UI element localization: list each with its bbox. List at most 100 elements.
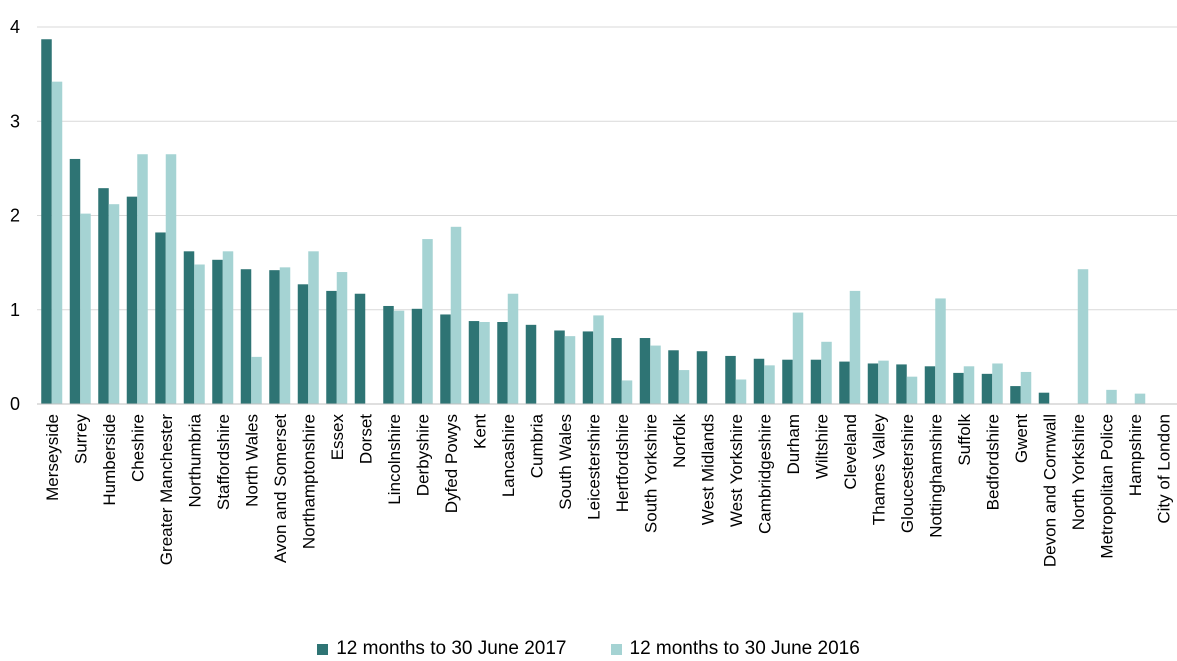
bar-2017: [896, 364, 907, 404]
x-category-label: Wiltshire: [812, 414, 831, 479]
x-category-label: South Wales: [556, 414, 575, 510]
bar-2016: [821, 341, 832, 404]
x-category-label: Gloucestershire: [898, 414, 917, 533]
bar-2017: [497, 322, 508, 404]
bar-2016: [621, 380, 633, 404]
x-category-label: Dyfed Powys: [442, 414, 461, 513]
bar-2016: [1020, 371, 1032, 404]
bar-2016: [935, 298, 946, 404]
bar-2016: [51, 81, 63, 404]
bar-2016: [422, 239, 433, 404]
x-category-label: Leicestershire: [584, 414, 603, 520]
y-tick-label: 0: [10, 394, 20, 414]
bar-2016: [593, 315, 604, 404]
x-category-label: Greater Manchester: [157, 414, 176, 566]
bar-2017: [212, 259, 223, 404]
bar-2017: [98, 188, 109, 404]
legend-swatch-2016: [610, 643, 622, 655]
bar-2017: [41, 39, 52, 404]
bar-2016: [906, 376, 918, 404]
gridlines: [37, 26, 1177, 311]
x-category-label: Lincolnshire: [385, 414, 404, 505]
legend-item-2016: 12 months to 30 June 2016: [610, 638, 860, 660]
x-category-label: Nottinghamshire: [926, 414, 945, 538]
legend-swatch-2017: [317, 643, 329, 655]
x-category-label: West Yorkshire: [727, 414, 746, 527]
bar-2016: [1106, 389, 1117, 404]
x-category-label: Thames Valley: [869, 414, 888, 526]
y-tick-label: 1: [10, 300, 20, 320]
x-category-label: Metropolitan Police: [1097, 414, 1116, 559]
bar-2017: [753, 358, 765, 404]
x-category-label: Derbyshire: [413, 414, 432, 496]
bar-2017: [639, 338, 651, 404]
x-category-label: West Midlands: [698, 414, 717, 525]
bars: [41, 39, 1146, 404]
bar-2017: [953, 372, 964, 404]
bar-2016: [507, 293, 519, 404]
bar-2017: [354, 293, 366, 404]
bar-2017: [839, 361, 850, 404]
bar-2017: [69, 158, 81, 404]
x-category-label: Durham: [784, 414, 803, 474]
x-category-label: Avon and Somerset: [271, 414, 290, 563]
bar-2017: [326, 290, 337, 404]
bar-2017: [554, 330, 565, 404]
legend-label-2016: 12 months to 30 June 2016: [629, 638, 860, 659]
x-category-label: Kent: [470, 414, 489, 449]
bar-2016: [650, 345, 661, 404]
bar-2016: [849, 290, 861, 404]
bar-2017: [468, 321, 480, 404]
legend-item-2017: 12 months to 30 June 2017: [317, 638, 567, 660]
bar-2016: [878, 360, 889, 404]
y-tick-label: 4: [10, 17, 20, 37]
x-category-label: Norfolk: [670, 414, 689, 468]
bar-2016: [1134, 393, 1146, 404]
bar-2017: [696, 351, 708, 404]
x-category-label: Cumbria: [527, 413, 546, 478]
bar-2017: [725, 355, 736, 404]
bar-2017: [440, 314, 451, 404]
x-category-label: Northumbria: [185, 413, 204, 507]
x-category-label: Hertfordshire: [613, 414, 632, 512]
x-category-label: Suffolk: [955, 414, 974, 466]
bar-2016: [108, 204, 120, 404]
x-category-label: Northamptonshire: [299, 414, 318, 549]
bar-2017: [668, 350, 679, 404]
y-tick-label: 2: [10, 206, 20, 226]
bar-2016: [564, 336, 576, 404]
x-category-label: North Yorkshire: [1069, 414, 1088, 530]
bar-2017: [782, 359, 793, 404]
x-category-label: Dorset: [356, 414, 375, 464]
bar-2016: [336, 272, 348, 404]
bar-2016: [137, 154, 148, 404]
x-category-label: Cambridgeshire: [755, 414, 774, 534]
bar-chart: 0 1 2 3 4 Merseyside Surrey Humberside Cheshire…: [10, 17, 1177, 567]
bar-2016: [279, 267, 291, 404]
bar-2016: [80, 213, 91, 404]
x-category-label: Cleveland: [841, 414, 860, 490]
bar-2017: [383, 305, 394, 404]
bar-2017: [155, 232, 166, 404]
bar-2016: [308, 251, 319, 404]
bar-2017: [269, 270, 280, 404]
bar-2017: [411, 308, 423, 404]
x-category-label: North Wales: [242, 414, 261, 507]
bar-2016: [251, 356, 262, 404]
x-category-label: Merseyside: [43, 414, 62, 501]
bar-2017: [611, 338, 622, 404]
x-category-label: Cheshire: [128, 414, 147, 482]
bar-2017: [867, 363, 879, 404]
bar-2017: [240, 269, 252, 404]
x-category-label: Essex: [328, 414, 347, 461]
bar-2017: [297, 284, 309, 404]
x-category-label: Lancashire: [499, 414, 518, 497]
x-category-label: Gwent: [1012, 414, 1031, 463]
bar-2016: [165, 154, 177, 404]
bar-2017: [924, 366, 936, 404]
bar-2017: [582, 331, 594, 404]
bar-2016: [735, 379, 747, 404]
bar-2016: [393, 310, 405, 404]
bar-2016: [792, 312, 804, 404]
bar-2016: [479, 322, 490, 404]
